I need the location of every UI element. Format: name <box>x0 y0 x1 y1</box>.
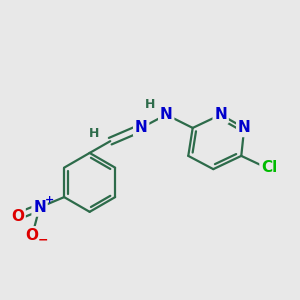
Text: O: O <box>26 228 39 243</box>
Text: N: N <box>214 107 227 122</box>
Text: H: H <box>145 98 155 111</box>
Text: N: N <box>238 120 250 135</box>
Text: N: N <box>160 107 172 122</box>
Text: H: H <box>89 127 99 140</box>
Text: N: N <box>33 200 46 215</box>
Text: N: N <box>135 120 148 135</box>
Text: O: O <box>11 209 24 224</box>
Text: +: + <box>45 195 55 205</box>
Text: Cl: Cl <box>261 160 278 175</box>
Text: −: − <box>38 233 49 246</box>
